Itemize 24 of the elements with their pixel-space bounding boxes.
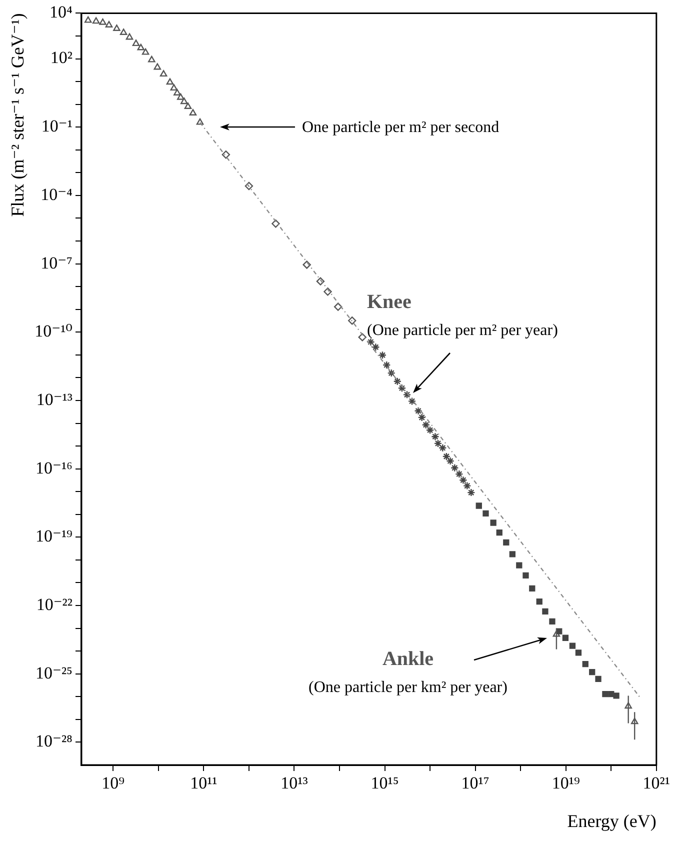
x-tick-label: 10¹⁵ bbox=[370, 774, 399, 793]
y-tick-label: 10⁻¹⁰ bbox=[34, 322, 73, 341]
annotation: Ankle (One particle per km² per year) bbox=[308, 648, 508, 696]
y-tick-label: 10⁻⁴ bbox=[40, 184, 73, 204]
y-tick-label: 10² bbox=[50, 48, 72, 68]
annotation: One particle per m² per second bbox=[302, 119, 500, 136]
x-tick-label: 10¹³ bbox=[280, 774, 308, 793]
y-tick-label: 10⁴ bbox=[50, 2, 73, 22]
y-axis-title: Flux (m⁻² ster⁻¹ s⁻¹ GeV⁻¹) bbox=[8, 13, 28, 217]
y-tick-label: 10⁻²⁵ bbox=[35, 663, 73, 682]
annotation: Knee (One particle per m² per year) bbox=[367, 291, 558, 339]
x-tick-label: 10¹⁷ bbox=[461, 774, 490, 793]
y-tick-label: 10⁻⁷ bbox=[40, 253, 73, 272]
y-tick-label: 10⁻¹³ bbox=[36, 390, 72, 409]
y-tick-label: 10⁻¹ bbox=[41, 116, 72, 136]
y-tick-label: 10⁻¹⁶ bbox=[35, 458, 73, 478]
y-tick-label: 10⁻²² bbox=[36, 594, 72, 614]
x-axis-title: Energy (eV) bbox=[567, 810, 656, 831]
y-tick-label: 10⁻²⁸ bbox=[35, 732, 73, 751]
x-tick-label: 10⁹ bbox=[102, 774, 125, 793]
x-tick-label: 10²¹ bbox=[642, 774, 670, 793]
x-tick-label: 10¹⁹ bbox=[552, 774, 580, 793]
y-tick-label: 10⁻¹⁹ bbox=[35, 526, 73, 546]
x-tick-label: 10¹¹ bbox=[190, 774, 218, 793]
